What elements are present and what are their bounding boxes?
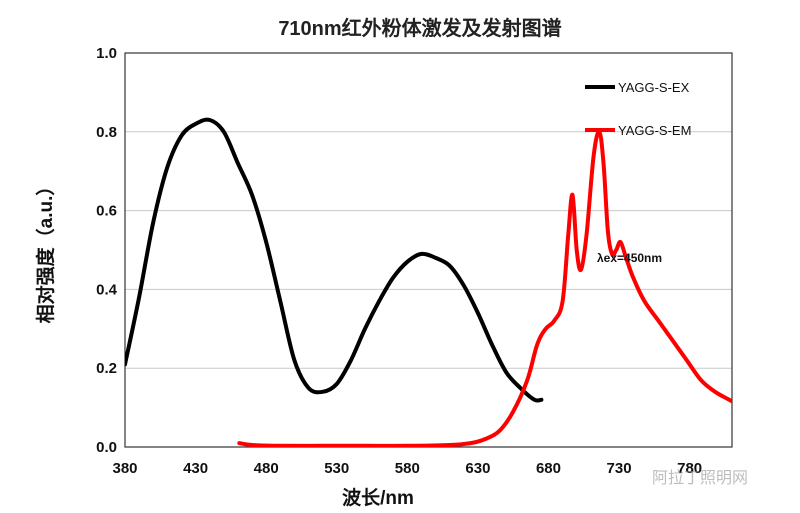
x-tick-label: 630 (465, 460, 490, 477)
grid (125, 52, 732, 448)
watermark: 阿拉丁照明网 (652, 469, 748, 487)
x-tick-label: 780 (677, 460, 702, 477)
x-tick-labels: 380 430 480 530 580 630 680 730 780 (112, 460, 702, 477)
plot-frame (124, 52, 733, 448)
x-tick-label: 730 (607, 460, 632, 477)
legend-label-yagg-s-em: YAGG-S-EM (618, 123, 691, 138)
x-axis-label: 波长/nm (342, 486, 414, 509)
y-tick-label: 0.0 (96, 439, 117, 456)
legend-label-yagg-s-ex: YAGG-S-EX (618, 80, 690, 95)
series-line-yagg-s-em (237, 129, 732, 447)
series-line-yagg-s-ex (125, 117, 544, 403)
legend: YAGG-S-EX YAGG-S-EM (585, 80, 691, 138)
excitation-annotation: λex=450nm (597, 251, 662, 265)
x-tick-label: 380 (112, 460, 137, 477)
y-tick-label: 0.8 (96, 124, 117, 141)
x-tick-label: 480 (254, 460, 279, 477)
y-tick-label: 0.4 (96, 281, 118, 298)
x-tick-label: 680 (536, 460, 561, 477)
y-tick-label: 0.2 (96, 360, 117, 377)
x-tick-label: 430 (183, 460, 208, 477)
y-tick-label: 0.6 (96, 203, 117, 220)
x-tick-label: 580 (395, 460, 420, 477)
y-axis-label: 相对强度（a.u.） (34, 177, 57, 324)
chart-title: 710nm红外粉体激发及发射图谱 (278, 16, 561, 40)
x-tick-label: 530 (324, 460, 349, 477)
y-tick-label: 1.0 (96, 45, 117, 62)
y-tick-labels: 0.0 0.2 0.4 0.6 0.8 1.0 (96, 45, 118, 456)
